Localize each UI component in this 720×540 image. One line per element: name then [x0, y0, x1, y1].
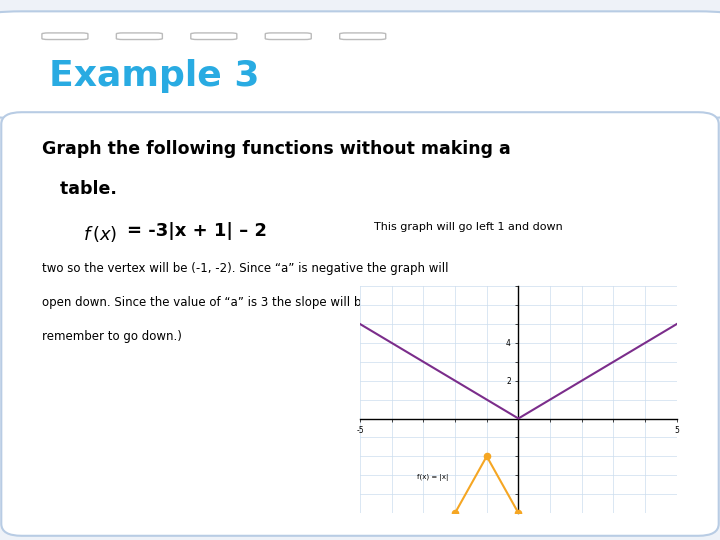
FancyBboxPatch shape: [191, 33, 237, 39]
Text: table.: table.: [42, 180, 117, 198]
Text: two so the vertex will be (-1, -2). Since “a” is negative the graph will: two so the vertex will be (-1, -2). Sinc…: [42, 262, 449, 275]
Text: Graph the following functions without making a: Graph the following functions without ma…: [42, 140, 510, 158]
Text: remember to go down.): remember to go down.): [42, 330, 181, 343]
FancyBboxPatch shape: [0, 11, 720, 118]
Text: f(x) = |x|: f(x) = |x|: [417, 474, 449, 481]
Point: [481, 452, 492, 461]
Text: $f\,(x)$: $f\,(x)$: [83, 224, 117, 244]
FancyBboxPatch shape: [117, 33, 163, 39]
Point: [513, 509, 524, 517]
Text: Example 3: Example 3: [49, 59, 259, 93]
Text: This graph will go left 1 and down: This graph will go left 1 and down: [374, 222, 562, 232]
FancyBboxPatch shape: [1, 112, 719, 536]
FancyBboxPatch shape: [265, 33, 311, 39]
Point: [449, 509, 461, 517]
Text: = -3|x + 1| – 2: = -3|x + 1| – 2: [127, 222, 266, 240]
FancyBboxPatch shape: [42, 33, 88, 39]
FancyBboxPatch shape: [340, 33, 386, 39]
Text: open down. Since the value of “a” is 3 the slope will be 3 and -3 (just: open down. Since the value of “a” is 3 t…: [42, 296, 451, 309]
